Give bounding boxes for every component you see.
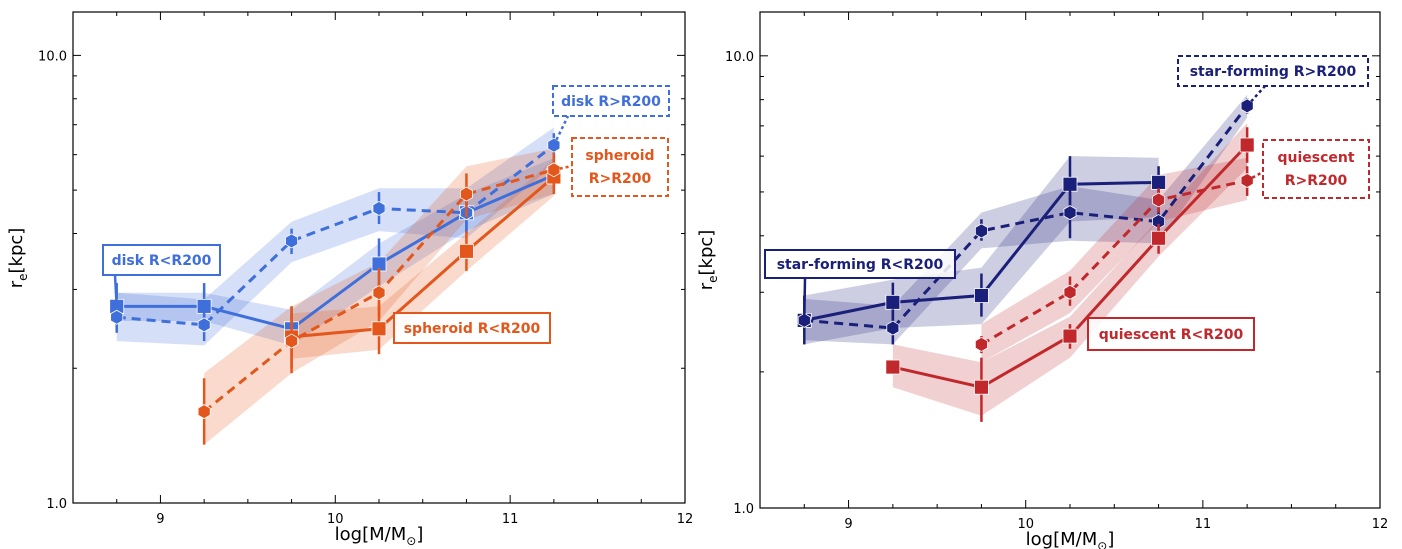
label-leader-line: [1246, 85, 1266, 107]
series-band: [892, 123, 1248, 416]
y-tick-label: 1.0: [733, 502, 754, 517]
series-band: [804, 94, 1248, 345]
x-tick-label: 12: [1372, 517, 1389, 532]
x-tick-label: 12: [677, 512, 694, 527]
x-tick-label: 11: [502, 512, 519, 527]
x-tick-label: 10: [1017, 517, 1034, 532]
x-tick-label: 9: [844, 517, 852, 532]
series-label-box: [1087, 317, 1255, 351]
series-label: quiescent R<R200: [1099, 327, 1244, 343]
data-point: [1151, 230, 1166, 246]
series-label-box: [764, 249, 956, 279]
x-tick-label: 9: [156, 512, 164, 527]
series-label: disk R>R200: [561, 94, 661, 110]
series-label-box: [102, 244, 221, 276]
series-label-box: [552, 85, 670, 117]
data-point: [1063, 205, 1077, 221]
series-label-box: [393, 312, 551, 344]
series-line: [980, 179, 1248, 346]
series-band: [116, 127, 554, 346]
label-leader-line: [113, 274, 118, 307]
x-tick-label: 11: [1195, 517, 1212, 532]
data-point: [372, 200, 386, 216]
series-line: [291, 175, 555, 339]
data-point: [1152, 192, 1166, 208]
data-point: [285, 233, 299, 249]
y-tick-label: 10.0: [38, 49, 67, 64]
data-point: [1151, 174, 1166, 190]
series-label: quiescent: [1277, 150, 1354, 166]
data-point: [974, 223, 988, 239]
right-panel: 9 10 11 12 1.0 10.0 log[M/M⊙] re[kpc] star-formi…: [696, 11, 1389, 549]
data-point: [197, 404, 211, 420]
series-band: [291, 159, 554, 359]
series-line: [116, 144, 555, 327]
y-axis-label: re[kpc]: [696, 230, 720, 291]
data-point: [885, 294, 901, 310]
data-point: [974, 379, 989, 395]
data-point: [197, 317, 211, 333]
data-point: [886, 320, 900, 336]
label-leader-line: [803, 277, 807, 321]
y-tick-label: 10.0: [725, 50, 754, 65]
data-point: [1239, 137, 1255, 153]
data-point: [459, 243, 474, 259]
series-label-box: [571, 137, 669, 197]
series-label: spheroid: [585, 148, 654, 164]
series-label-box: [1177, 55, 1369, 87]
left-panel: 9 10 11 12 1.0 10.0 log[M/M⊙] re[kpc] disk R<R20…: [6, 11, 694, 548]
series-band: [981, 157, 1248, 363]
data-point: [459, 186, 473, 202]
data-point: [285, 333, 299, 349]
y-axis-label: re[kpc]: [6, 228, 30, 289]
data-point: [1062, 328, 1078, 344]
x-tick-label: 10: [327, 512, 344, 527]
series-label: star-forming R<R200: [777, 257, 944, 273]
series-label: disk R<R200: [112, 253, 212, 269]
data-point: [1062, 176, 1078, 192]
y-tick-label: 1.0: [46, 497, 67, 512]
series-label-box: [1262, 139, 1370, 199]
data-point: [885, 359, 901, 375]
data-point: [1063, 284, 1077, 300]
data-point: [110, 309, 124, 325]
x-axis-label: log[M/M⊙]: [335, 524, 424, 548]
series-line: [116, 173, 555, 331]
x-axis-label: log[M/M⊙]: [1026, 529, 1115, 549]
data-point: [372, 285, 386, 301]
series-line: [804, 104, 1249, 330]
label-leader-line: [1246, 170, 1264, 182]
series-band: [116, 157, 554, 346]
series-label: R>R200: [1285, 173, 1348, 189]
series-label: spheroid R<R200: [404, 321, 541, 337]
data-point: [371, 321, 387, 337]
data-point: [974, 336, 988, 352]
series-label: R>R200: [589, 171, 652, 187]
series-label: star-forming R>R200: [1190, 64, 1357, 80]
data-point: [974, 288, 989, 303]
